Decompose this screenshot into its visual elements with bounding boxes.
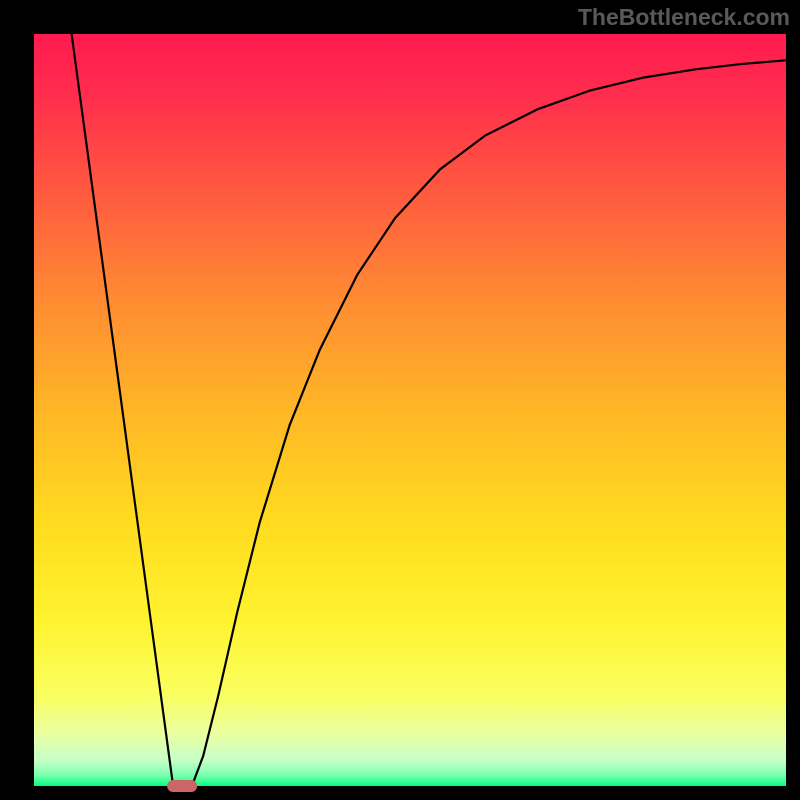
watermark-text: TheBottleneck.com [578, 4, 790, 31]
plot-background [34, 34, 786, 786]
chart-svg [0, 0, 800, 800]
optimum-marker [167, 780, 197, 792]
bottleneck-chart: TheBottleneck.com [0, 0, 800, 800]
